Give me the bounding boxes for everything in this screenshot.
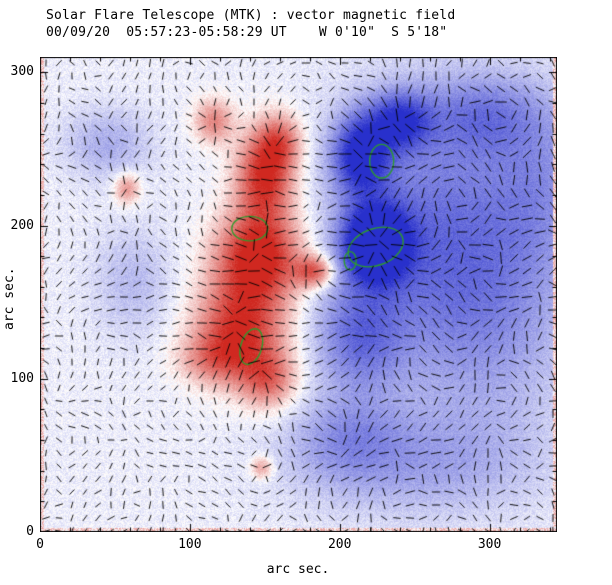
x-tick-label: 300 bbox=[477, 537, 502, 552]
x-axis-label: arc sec. bbox=[266, 562, 330, 577]
y-tick-label: 0 bbox=[26, 524, 34, 539]
chart-title: Solar Flare Telescope (MTK) : vector mag… bbox=[46, 8, 456, 23]
vector-field-plot bbox=[40, 57, 557, 532]
x-tick-label: 100 bbox=[178, 537, 202, 552]
x-tick-label: 0 bbox=[36, 537, 44, 552]
y-axis-label: arc sec. bbox=[2, 267, 17, 331]
chart-subtitle: 00/09/20 05:57:23-05:58:29 UT W 0'10" S … bbox=[46, 25, 448, 40]
y-tick-label: 100 bbox=[10, 370, 34, 386]
y-tick-label: 300 bbox=[10, 64, 34, 80]
x-tick-label: 200 bbox=[327, 537, 352, 552]
y-tick-label: 200 bbox=[10, 217, 34, 233]
